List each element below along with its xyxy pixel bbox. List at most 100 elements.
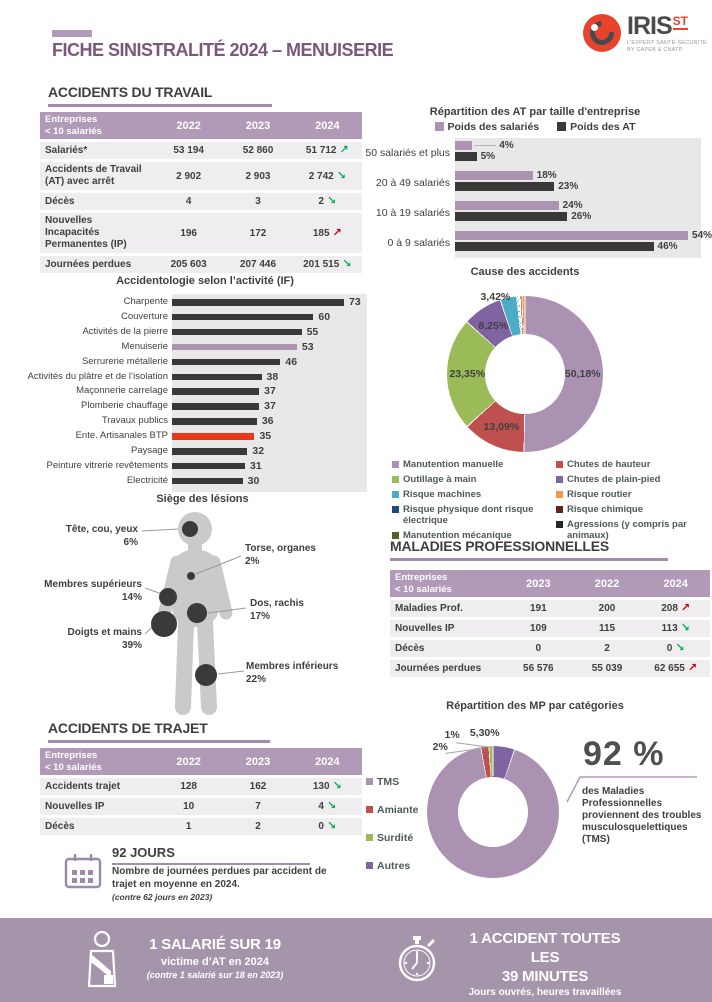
cell-value: 51 712 — [305, 145, 337, 156]
bar — [172, 433, 255, 440]
cell-value: 2 — [318, 196, 324, 207]
at-size-plot-area: 4% 5% 18% 23% 24% 26% 54% 46% — [455, 138, 712, 258]
callout-line — [566, 776, 697, 803]
table-header-cell: Entreprises < 10 salariés — [45, 750, 102, 773]
bar — [455, 181, 555, 191]
bar — [172, 477, 243, 485]
trend-arrow-icon: ↗ — [332, 226, 342, 239]
category-label: 50 salariés et plus — [365, 147, 450, 159]
cell-value: 4 — [318, 801, 324, 812]
lesion-pct: 17% — [250, 611, 271, 622]
bar-value-label: 4% — [499, 140, 514, 151]
table-header-cell: 2022 — [176, 119, 201, 132]
cell-value: 162 — [249, 781, 267, 792]
chart-title-accidentologie: Accidentologie selon l’activité (IF) — [116, 275, 294, 287]
cell-value: 172 — [249, 227, 267, 239]
legend-swatch — [556, 490, 563, 498]
lesions-title: Siège des lésions — [156, 493, 249, 505]
lesion-label-doigts-mains: Doigts et mains 39% — [20, 626, 142, 652]
legend-swatch — [366, 806, 373, 814]
legend-item: Amiante — [366, 804, 436, 816]
dot-dos — [187, 603, 207, 623]
lesion-name: Torse, organes — [245, 543, 316, 554]
legend-item: Manutention mécanique — [392, 529, 550, 542]
donut-label: 3,42% — [480, 290, 511, 303]
section-title-accidents-travail: ACCIDENTS DU TRAVAIL — [48, 84, 272, 107]
iris-ring — [585, 16, 619, 50]
table-header-cell: Entreprises < 10 salariés — [45, 114, 102, 137]
row-label: Maladies Prof. — [395, 602, 463, 614]
row-label: Salariés* — [45, 144, 88, 156]
chart-title-mp-categories: Répartition des MP par catégories — [446, 700, 624, 712]
legend-item: Risque machines — [392, 489, 550, 501]
table-cell: 51 712 ↗ — [293, 143, 362, 158]
bar-value-label: 37 — [264, 385, 276, 398]
table-row: Salariés* 53 194 52 860 51 712 ↗ — [40, 142, 362, 159]
mp-categories-donut: 5,30% 2% 1% — [427, 727, 559, 878]
section-title-accidents-trajet: ACCIDENTS DE TRAJET — [48, 720, 270, 743]
legend-label: Manutention manuelle — [403, 459, 504, 470]
donut-hole — [458, 777, 528, 847]
legend-swatch — [366, 778, 373, 785]
table-cell: 191 — [504, 601, 573, 616]
summary-banner: 1 SALARIÉ SUR 19 victime d’AT en 2024 (c… — [0, 918, 712, 1002]
legend-swatch — [556, 475, 563, 483]
jours-text: Nombre de journées perdues par accident … — [112, 866, 327, 890]
legend-item: Risque physique dont risque électrique — [392, 504, 550, 527]
table-cell: 208 ↗ — [641, 601, 710, 616]
bar — [172, 299, 344, 306]
category-label: Menuiserie — [121, 340, 168, 352]
table-cell: 205 603 — [154, 257, 223, 272]
iris-dot — [591, 24, 598, 31]
bar-value-label: 38 — [266, 370, 279, 383]
cell-value: 113 — [661, 623, 678, 634]
iris-eye-icon — [583, 14, 621, 52]
maladies-professionnelles-table: Entreprises < 10 salariés 2023 2022 2024 Mal… — [390, 570, 710, 677]
trend-arrow-icon: ↗ — [687, 662, 698, 674]
legend-item: Chutes de hauteur — [556, 459, 708, 471]
cell-value: 130 — [312, 781, 330, 792]
bar — [172, 448, 248, 455]
legend-label: TMS — [377, 776, 400, 788]
legend-label: Surdité — [377, 832, 414, 845]
bar-value-label: 53 — [301, 340, 314, 353]
cell-value: 128 — [180, 781, 197, 792]
trend-arrow-icon: ↘ — [680, 622, 690, 634]
body-figure — [141, 512, 247, 715]
section-title-maladies-professionnelles: MALADIES PROFESSIONNELLES — [390, 538, 668, 561]
bar — [455, 231, 689, 240]
table-cell: 200 — [573, 601, 642, 616]
donut-label: 5,30% — [469, 727, 500, 740]
donut-label: 8,25% — [478, 319, 509, 332]
cell-value: 2 903 — [245, 170, 271, 182]
bar — [172, 403, 260, 410]
banner-left-text: 1 SALARIÉ SUR 19 victime d’AT en 2024 (c… — [130, 936, 300, 982]
cell-value: 0 — [666, 643, 673, 654]
logo-brand: IRIS — [627, 12, 673, 40]
legend-swatch — [366, 862, 373, 870]
lesion-name: Doigts et mains — [67, 627, 142, 638]
category-label: Peinture vitrerie revêtements — [46, 459, 168, 471]
bar — [172, 418, 257, 425]
table-header-row: Entreprises < 10 salariés 2023 2022 2024 — [390, 570, 710, 597]
legend-swatch — [556, 520, 563, 528]
banner-left-line1: 1 SALARIÉ SUR 19 — [149, 936, 281, 953]
bar-value-label: 60 — [318, 310, 331, 323]
dot-membres-inferieurs — [195, 664, 217, 686]
donut-hole — [485, 334, 565, 414]
legend-swatch — [556, 505, 563, 513]
table-cell: 56 576 — [504, 661, 573, 676]
legend-label: Manutention mécanique — [403, 529, 512, 541]
cell-value: 115 — [598, 623, 616, 634]
legend-swatch — [392, 531, 399, 539]
table-header-cell: 2024 — [315, 119, 340, 132]
trend-arrow-icon: ↘ — [332, 780, 342, 792]
cell-value: 2 742 — [308, 170, 334, 182]
bar — [172, 328, 302, 336]
category-label: 20 à 49 salariés — [375, 177, 450, 189]
table-row: Décès 1 2 0 ↘ — [40, 818, 362, 835]
category-label: Plomberie chauffage — [81, 400, 168, 412]
category-label: Couverture — [121, 310, 168, 322]
table-cell: 207 446 — [223, 257, 292, 272]
